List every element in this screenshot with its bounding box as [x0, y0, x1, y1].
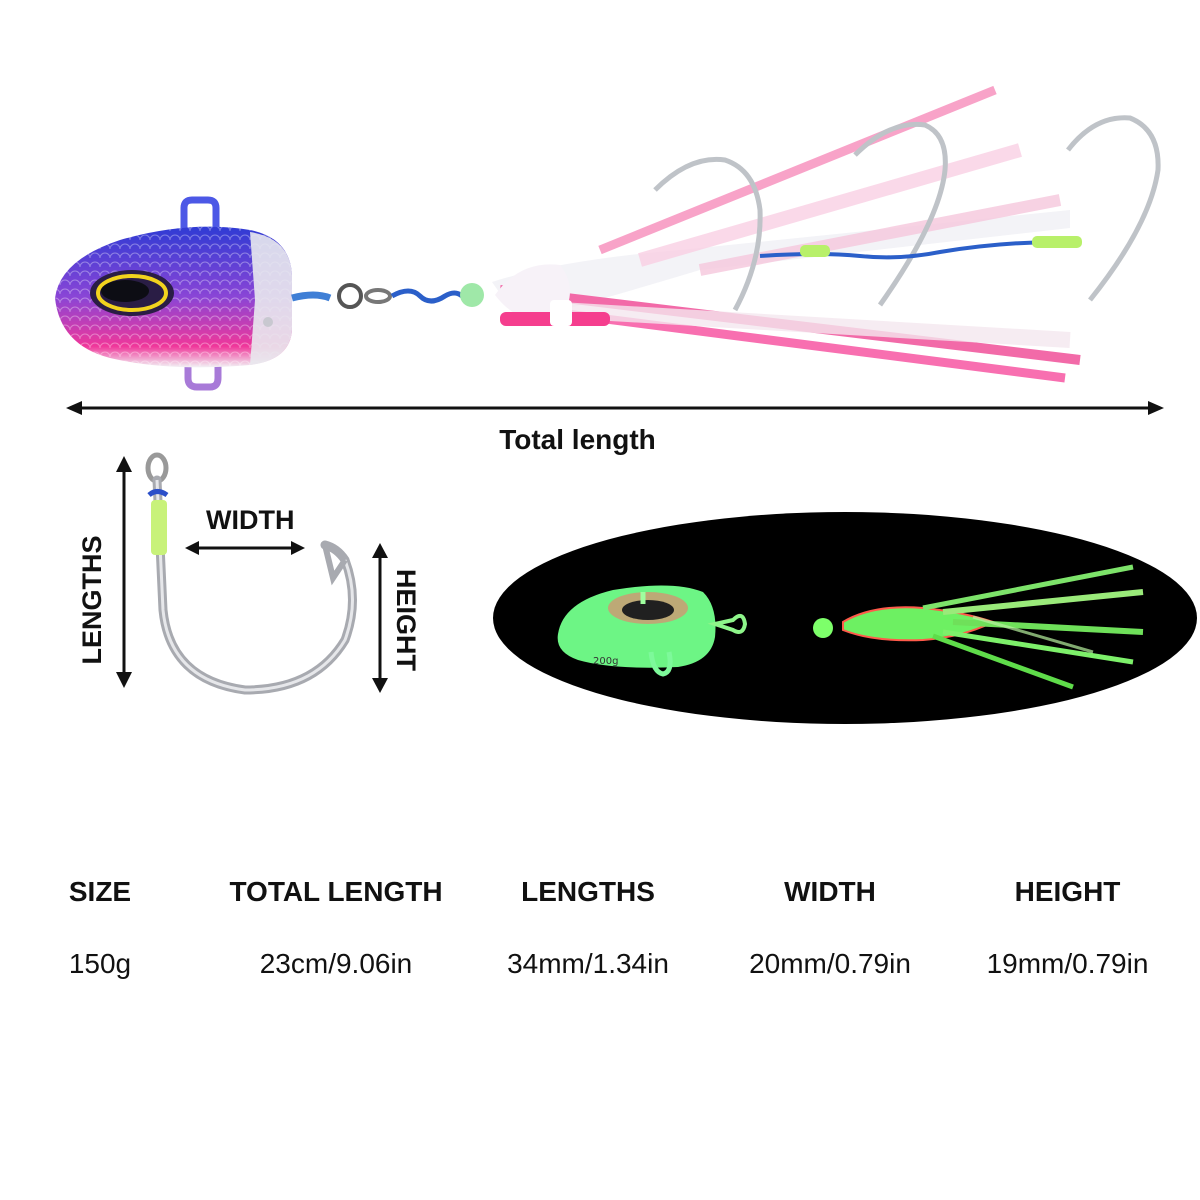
lure-product-image — [55, 85, 1161, 391]
spec-value-total-length: 23cm/9.06in — [259, 948, 413, 979]
lure-top-eyelet — [180, 196, 220, 232]
height-label: HEIGHT — [391, 569, 421, 672]
spec-value-width: 20mm/0.79in — [749, 948, 911, 979]
spec-value-height: 19mm/0.79in — [986, 948, 1149, 979]
width-label: WIDTH — [206, 505, 295, 535]
spec-header-row: SIZE TOTAL LENGTH LENGTHS WIDTH HEIGHT — [0, 870, 1200, 930]
total-length-arrow — [66, 401, 1164, 415]
hook-tube — [151, 500, 167, 555]
lure-snap — [291, 291, 332, 302]
spec-header-size: SIZE — [68, 876, 132, 907]
spec-value-lengths: 34mm/1.34in — [507, 948, 669, 979]
glow-skirt — [842, 564, 1144, 690]
spec-value-row: 150g 23cm/9.06in 34mm/1.34in 20mm/0.79in… — [0, 940, 1200, 1000]
hook-tube — [1032, 236, 1082, 248]
split-ring — [337, 283, 363, 309]
glow-bead — [813, 618, 833, 638]
lengths-label: LENGTHS — [77, 535, 107, 665]
spec-header-lengths: LENGTHS — [521, 876, 655, 907]
hook-illustration — [145, 452, 357, 695]
spec-header-height: HEIGHT — [1014, 876, 1121, 907]
swivel — [364, 288, 392, 304]
spec-header-total-length: TOTAL LENGTH — [229, 876, 443, 907]
lure-bottom-eyelet — [184, 355, 222, 391]
assist-line — [390, 288, 464, 304]
spec-header-width: WIDTH — [784, 876, 876, 907]
spec-value-size: 150g — [68, 948, 132, 979]
total-length-label: Total length — [499, 424, 656, 455]
spec-table: SIZE TOTAL LENGTH LENGTHS WIDTH HEIGHT 1… — [0, 870, 1200, 1000]
octopus-skirt — [492, 85, 1081, 383]
assist-hooks — [653, 115, 1161, 312]
lure-head — [55, 226, 292, 368]
lure-eye — [90, 270, 174, 316]
glow-in-dark-image: 200g — [493, 512, 1197, 724]
hook-tube — [800, 245, 830, 257]
glow-weight-mark: 200g — [593, 656, 618, 667]
glow-lure-head: 200g — [557, 585, 748, 677]
hook-diagram — [116, 452, 388, 695]
glow-bead — [460, 283, 484, 307]
